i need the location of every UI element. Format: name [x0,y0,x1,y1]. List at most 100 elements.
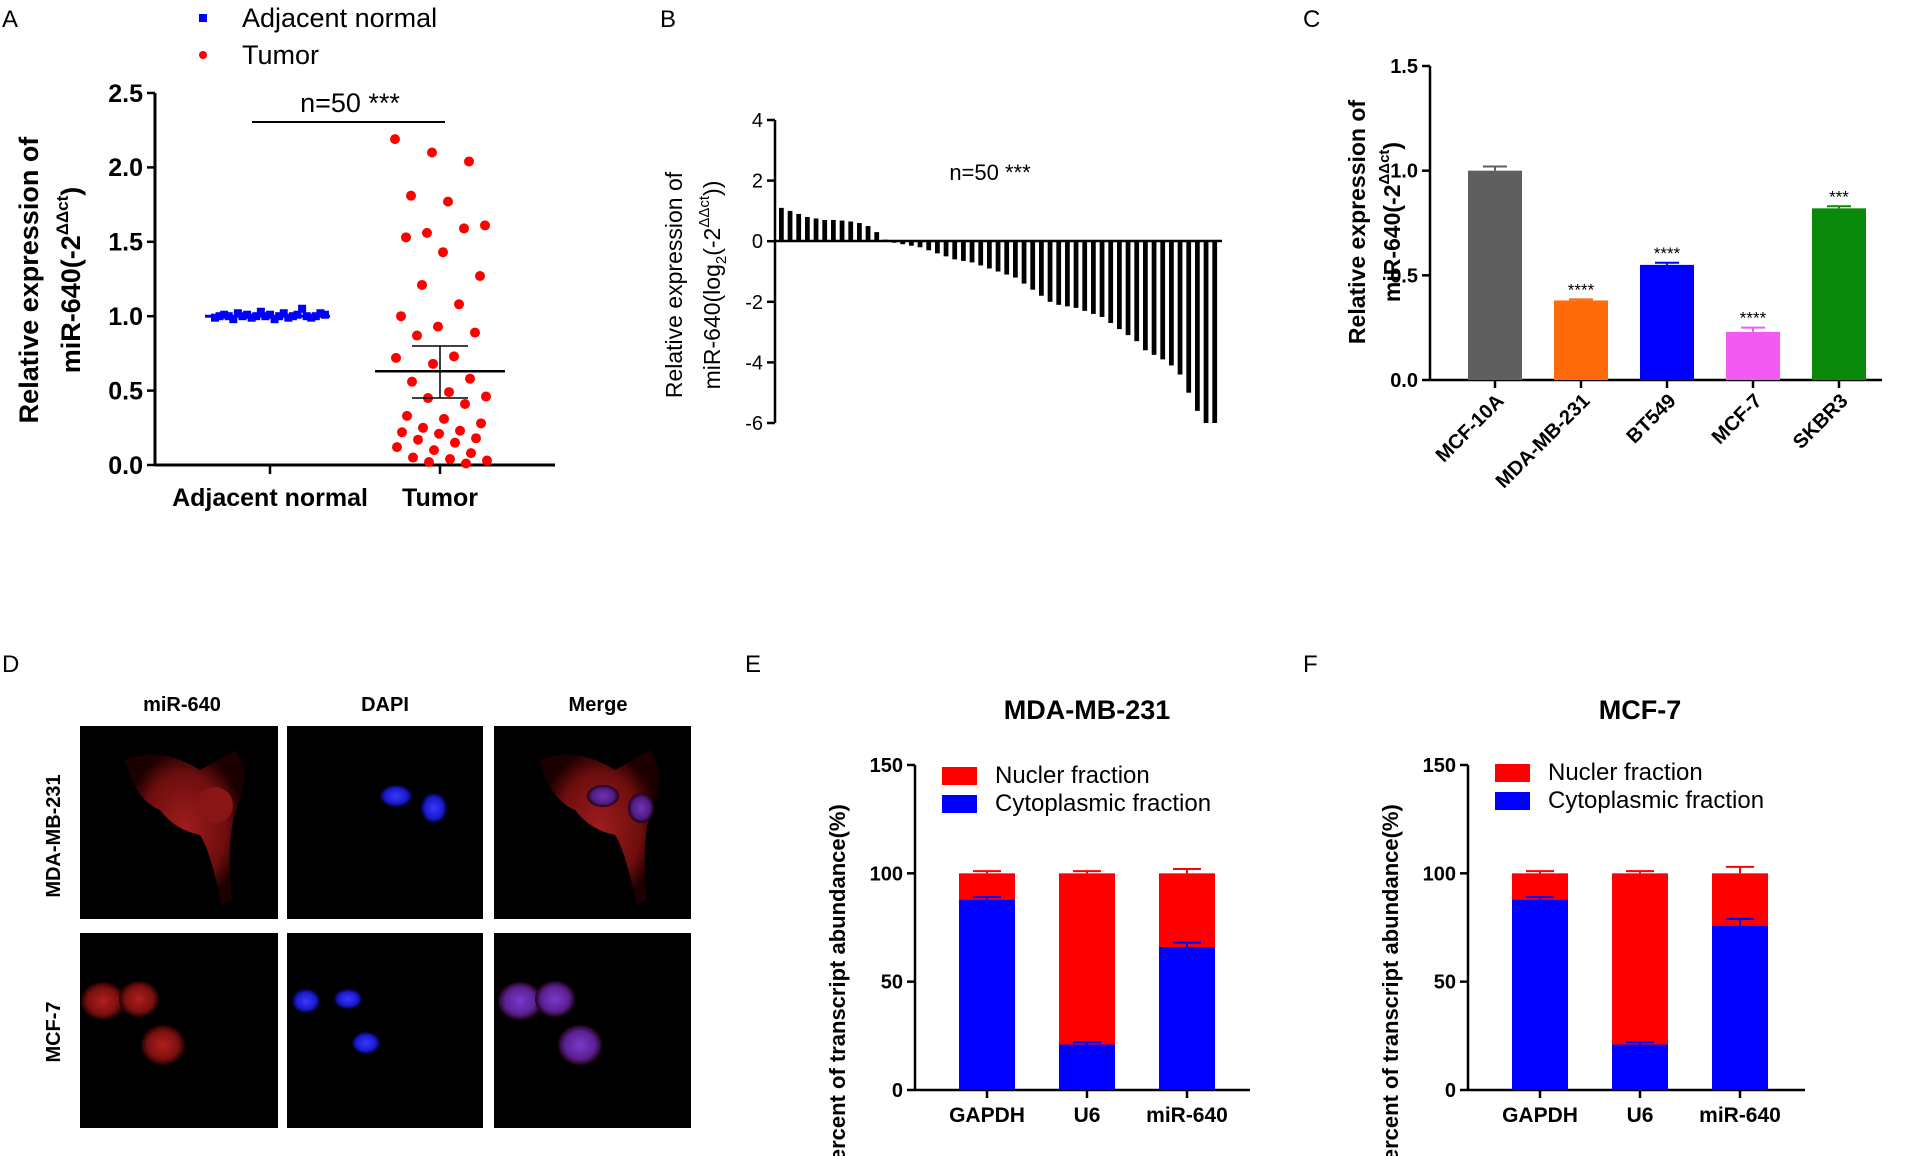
waterfall-bar [805,216,810,242]
panel-a-scatter-chart: Adjacent normal Tumor n=50 *** 0.0 0.5 1.0… [14,3,555,512]
y-axis-label-line2: miR-640(-2ΔΔct) [1376,142,1405,302]
nucleus [421,793,447,823]
waterfall-bar [831,219,836,242]
y-axis-label-line2: miR-640(-2ΔΔct) [53,187,86,374]
bar-cytoplasmic [1059,1044,1115,1090]
waterfall-bar [987,241,992,269]
tumor-point [424,457,434,468]
legend-label-nucler: Nucler fraction [1548,759,1703,786]
tumor-point [459,223,469,234]
tumor-point [391,352,401,363]
normal-point [256,307,265,316]
waterfall-bar [883,239,888,242]
tumor-point [392,442,402,453]
x-tick-label: GAPDH [949,1104,1025,1127]
waterfall-bar [961,241,966,261]
waterfall-bar [1047,241,1053,302]
y-tick-label: 150 [870,755,903,777]
waterfall-bar [1117,241,1122,330]
waterfall-bar [978,241,984,266]
image-mda-mb-231-dapi [287,726,483,919]
y-tick-label: 100 [870,863,903,885]
y-tick-label: 0.0 [1390,370,1418,392]
y-tick-label: 1.5 [108,229,143,257]
tumor-point [406,190,416,201]
tumor-point [445,454,455,465]
waterfall-bar [1125,241,1131,336]
y-tick-label: 1.0 [108,303,143,331]
y-tick-label: -6 [745,413,763,435]
panel-e-stacked-bar-chart: MDA-MB-231 Nucler fraction Cytoplasmic f… [825,695,1250,1156]
bar [1812,208,1866,380]
waterfall-bar [848,221,854,242]
tumor-point [397,427,407,438]
tumor-point [466,448,476,459]
tumor-point [475,271,485,282]
y-tick-label: 4 [752,110,763,132]
waterfall-bar [796,213,802,242]
column-label-merge: Merge [569,694,628,716]
annotation-text: n=50 *** [300,88,400,118]
waterfall-bar [1082,241,1088,311]
waterfall-bar [1073,241,1079,308]
bar [1554,300,1608,380]
waterfall-bar [1030,241,1036,290]
bar [1640,264,1694,380]
tumor-point [461,458,471,469]
waterfall-bar [917,241,923,248]
waterfall-bar [1212,241,1218,423]
tumor-point [401,232,411,243]
y-tick-label: 1.5 [1390,56,1418,78]
bar-cytoplasmic [959,899,1015,1090]
merge-cell [535,981,575,1017]
waterfall-bar [1099,241,1105,317]
normal-point [298,304,307,313]
merge-cell [558,1025,602,1065]
panel-f-stacked-bar-chart: MCF-7 Nucler fraction Cytoplasmic fracti… [1378,695,1805,1156]
column-label-mir-640: miR-640 [143,694,221,716]
bar-cytoplasmic [1612,1044,1668,1090]
image-mcf-7-mir-640 [80,933,278,1128]
legend-marker-tumor [199,51,207,59]
waterfall-bar [1108,241,1114,324]
waterfall-bar [1169,241,1174,366]
panel-label-c: C [1303,6,1320,33]
waterfall-bar [943,241,949,257]
legend-swatch-cytoplasmic [942,795,977,813]
waterfall-bar [865,226,871,242]
waterfall-bar [900,241,906,245]
y-tick-label: 0.0 [108,452,143,480]
tumor-point [449,351,459,362]
legend-label-nucler: Nucler fraction [995,762,1150,789]
waterfall-bar [779,207,784,242]
chart-title: MCF-7 [1599,695,1682,725]
tumor-point [480,220,490,231]
tumor-point [444,387,454,398]
panel-label-a: A [2,6,18,33]
waterfall-bar [839,220,845,242]
red-cell [141,1025,185,1065]
normal-point [233,309,242,318]
x-tick-label: MCF-7 [1708,390,1767,449]
y-axis-label-line1: Relative expression of [14,136,44,424]
waterfall-bar [1039,241,1044,296]
tumor-point [429,445,439,456]
waterfall-bar [822,219,828,242]
y-tick-label: 100 [1423,863,1456,885]
annotation-text: n=50 *** [949,160,1031,185]
legend-swatch-nucler [1495,764,1530,782]
y-tick-label: 0 [1445,1080,1456,1102]
legend-label-tumor: Tumor [242,40,319,70]
y-tick-label: 2.5 [108,80,143,108]
tumor-point [417,279,427,290]
waterfall-bar [891,241,897,243]
tumor-point [438,247,448,258]
tumor-point [408,452,418,463]
tumor-point [407,376,417,387]
waterfall-bar [813,218,819,242]
x-tick-label: GAPDH [1502,1104,1578,1127]
tumor-point [427,147,437,158]
waterfall-bar [787,210,793,242]
x-tick-label: SKBR3 [1789,390,1852,453]
